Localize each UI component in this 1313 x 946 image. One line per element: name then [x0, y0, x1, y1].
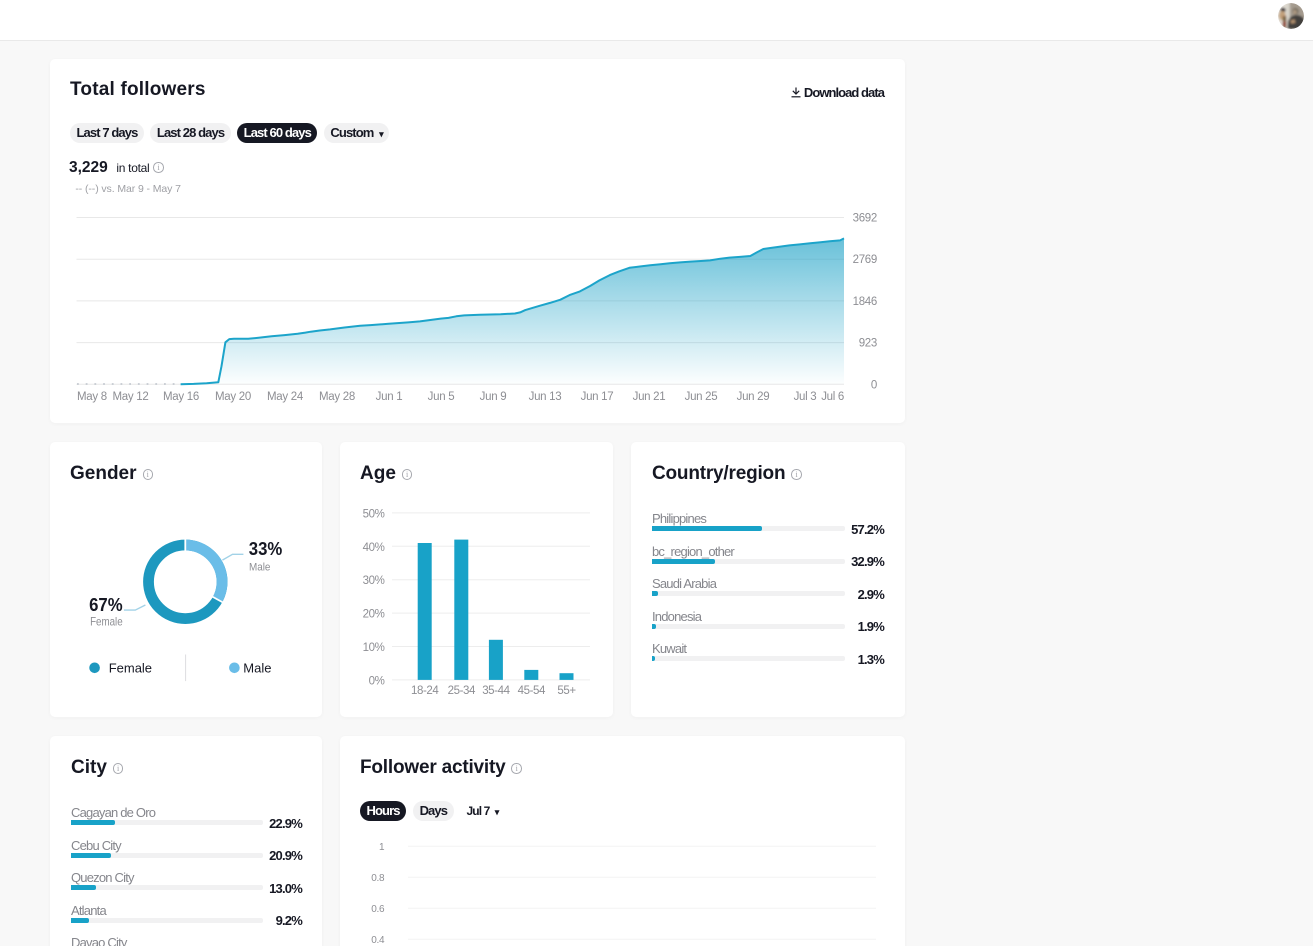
svg-text:Jun 29: Jun 29	[737, 391, 770, 403]
svg-text:20%: 20%	[363, 609, 385, 621]
svg-text:May 24: May 24	[267, 391, 304, 403]
svg-text:Jul 6: Jul 6	[821, 391, 844, 403]
svg-text:Jun 21: Jun 21	[633, 391, 666, 403]
svg-text:Jun 5: Jun 5	[428, 391, 455, 403]
svg-text:0%: 0%	[369, 675, 385, 687]
svg-text:1846: 1846	[853, 296, 877, 308]
svg-text:35-44: 35-44	[482, 685, 510, 697]
svg-text:0.8: 0.8	[371, 873, 385, 884]
svg-text:67%: 67%	[89, 595, 123, 616]
svg-text:Female: Female	[90, 616, 123, 629]
svg-text:Jul 3: Jul 3	[794, 391, 817, 403]
svg-text:10%: 10%	[363, 642, 385, 654]
svg-text:30%: 30%	[363, 575, 385, 587]
svg-text:Jun 25: Jun 25	[685, 391, 718, 403]
svg-text:Jun 1: Jun 1	[376, 391, 403, 403]
svg-text:25-34: 25-34	[448, 685, 476, 697]
svg-text:May 20: May 20	[215, 391, 251, 403]
svg-text:Jun 9: Jun 9	[480, 391, 507, 403]
svg-text:55+: 55+	[557, 685, 576, 697]
svg-text:3692: 3692	[853, 213, 877, 225]
svg-text:May 28: May 28	[319, 391, 355, 403]
svg-text:2769: 2769	[853, 254, 877, 266]
svg-text:May 12: May 12	[113, 391, 149, 403]
svg-text:Male: Male	[243, 661, 271, 676]
svg-text:0: 0	[871, 379, 877, 391]
svg-text:0.6: 0.6	[371, 904, 385, 915]
svg-text:50%: 50%	[363, 508, 385, 520]
svg-text:0.4: 0.4	[371, 935, 385, 946]
svg-text:May 8: May 8	[77, 391, 107, 403]
svg-text:Male: Male	[249, 562, 271, 574]
svg-text:45-54: 45-54	[518, 685, 546, 697]
svg-text:40%: 40%	[363, 542, 385, 554]
svg-text:33%: 33%	[249, 539, 283, 560]
svg-text:18-24: 18-24	[411, 685, 439, 697]
svg-text:May 16: May 16	[163, 391, 199, 403]
svg-text:Jun 13: Jun 13	[529, 391, 562, 403]
svg-text:923: 923	[859, 338, 877, 350]
svg-text:Female: Female	[109, 661, 152, 676]
svg-text:Jun 17: Jun 17	[581, 391, 614, 403]
svg-text:1: 1	[379, 842, 385, 853]
